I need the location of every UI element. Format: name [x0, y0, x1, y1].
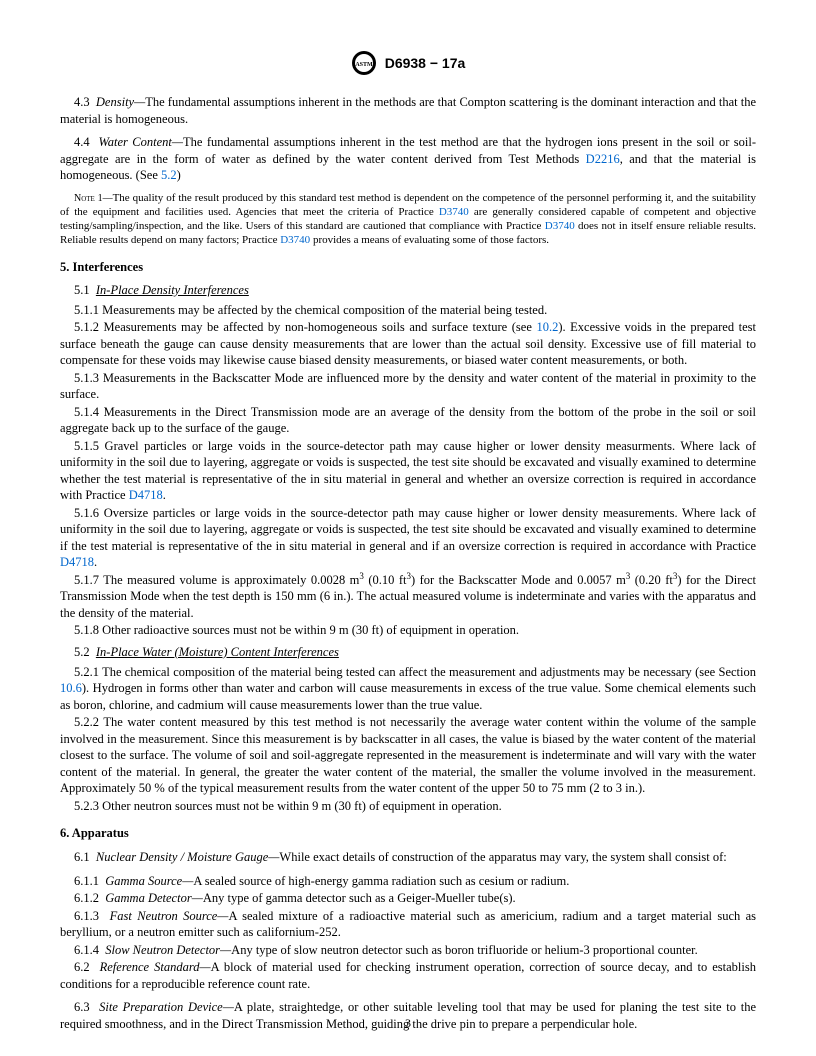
- section-title: Nuclear Density / Moisture Gauge—: [96, 850, 280, 864]
- para-6-1-2: 6.1.2 Gamma Detector—Any type of gamma d…: [60, 890, 756, 907]
- note-text: provides a means of evaluating some of t…: [310, 234, 549, 246]
- section-number: 6.1.4: [74, 943, 99, 957]
- section-number: 4.3: [74, 95, 90, 109]
- section-6-heading: 6. Apparatus: [60, 826, 756, 841]
- para-text: The fundamental assumptions inherent in …: [60, 95, 756, 126]
- section-number: 6.3: [74, 1000, 90, 1014]
- section-title: Water Content—: [98, 135, 183, 149]
- section-number: 6.1.2: [74, 891, 99, 905]
- link-d3740[interactable]: D3740: [280, 234, 310, 246]
- para-5-1-7: 5.1.7 The measured volume is approximate…: [60, 572, 756, 622]
- para-6-1-4: 6.1.4 Slow Neutron Detector—Any type of …: [60, 942, 756, 959]
- link-d3740[interactable]: D3740: [439, 206, 469, 218]
- para-text: ) for the Backscatter Mode and 0.0057 m: [411, 573, 626, 587]
- link-d2216[interactable]: D2216: [586, 152, 620, 166]
- para-5-2-1: 5.2.1 The chemical composition of the ma…: [60, 664, 756, 714]
- link-5-2[interactable]: 5.2: [161, 168, 177, 182]
- para-text: Any type of gamma detector such as a Gei…: [203, 891, 516, 905]
- subsection-title: In-Place Water (Moisture) Content Interf…: [96, 645, 339, 659]
- section-title: Gamma Source—: [105, 874, 193, 888]
- subsection-5-1: 5.1 In-Place Density Interferences: [60, 283, 756, 298]
- section-title: Density—: [96, 95, 145, 109]
- para-5-2-3: 5.2.3 Other neutron sources must not be …: [60, 798, 756, 815]
- subsection-title: In-Place Density Interferences: [96, 283, 249, 297]
- para-6-1-3: 6.1.3 Fast Neutron Source—A sealed mixtu…: [60, 908, 756, 941]
- section-number: 6.1: [74, 850, 90, 864]
- para-text: .: [94, 555, 97, 569]
- para-text: 5.1.6 Oversize particles or large voids …: [60, 506, 756, 553]
- para-4-4: 4.4 Water Content—The fundamental assump…: [60, 134, 756, 184]
- para-5-1-3: 5.1.3 Measurements in the Backscatter Mo…: [60, 370, 756, 403]
- para-5-1-2: 5.1.2 Measurements may be affected by no…: [60, 319, 756, 369]
- para-text: (0.20 ft: [630, 573, 673, 587]
- para-5-1-8: 5.1.8 Other radioactive sources must not…: [60, 622, 756, 639]
- para-5-1-1: 5.1.1 Measurements may be affected by th…: [60, 302, 756, 319]
- note-label: Note 1—: [74, 193, 113, 204]
- svg-text:ASTM: ASTM: [355, 62, 373, 68]
- para-text: A sealed source of high-energy gamma rad…: [193, 874, 569, 888]
- para-5-2-2: 5.2.2 The water content measured by this…: [60, 714, 756, 797]
- link-d4718[interactable]: D4718: [60, 555, 94, 569]
- para-text: (0.10 ft: [364, 573, 407, 587]
- astm-logo: ASTM: [351, 50, 377, 76]
- para-6-1: 6.1 Nuclear Density / Moisture Gauge—Whi…: [60, 849, 756, 866]
- section-title: Fast Neutron Source—: [110, 909, 229, 923]
- document-id: D6938 − 17a: [385, 55, 466, 71]
- section-number: 4.4: [74, 135, 90, 149]
- page-number: 3: [0, 1016, 816, 1031]
- section-title: Site Preparation Device—: [99, 1000, 234, 1014]
- note-1: Note 1—The quality of the result produce…: [60, 191, 756, 248]
- link-d4718[interactable]: D4718: [129, 488, 163, 502]
- link-d3740[interactable]: D3740: [545, 220, 575, 232]
- para-text: ). Hydrogen in forms other than water an…: [60, 681, 756, 712]
- subsection-5-2: 5.2 In-Place Water (Moisture) Content In…: [60, 645, 756, 660]
- section-title: Reference Standard—: [100, 960, 211, 974]
- para-text: 5.2.1 The chemical composition of the ma…: [74, 665, 756, 679]
- para-5-1-4: 5.1.4 Measurements in the Direct Transmi…: [60, 404, 756, 437]
- document-header: ASTM D6938 − 17a: [60, 50, 756, 76]
- para-text: .: [163, 488, 166, 502]
- section-5-heading: 5. Interferences: [60, 260, 756, 275]
- para-6-2: 6.2 Reference Standard—A block of materi…: [60, 959, 756, 992]
- para-6-1-1: 6.1.1 Gamma Source—A sealed source of hi…: [60, 873, 756, 890]
- para-text: ): [177, 168, 181, 182]
- para-text: While exact details of construction of t…: [279, 850, 726, 864]
- section-number: 6.2: [74, 960, 90, 974]
- para-5-1-6: 5.1.6 Oversize particles or large voids …: [60, 505, 756, 571]
- para-text: 5.1.2 Measurements may be affected by no…: [74, 320, 536, 334]
- link-10-2[interactable]: 10.2: [536, 320, 558, 334]
- link-10-6[interactable]: 10.6: [60, 681, 82, 695]
- para-4-3: 4.3 Density—The fundamental assumptions …: [60, 94, 756, 127]
- section-title: Gamma Detector—: [105, 891, 203, 905]
- section-number: 6.1.1: [74, 874, 99, 888]
- para-5-1-5: 5.1.5 Gravel particles or large voids in…: [60, 438, 756, 504]
- para-text: Any type of slow neutron detector such a…: [231, 943, 698, 957]
- section-number: 6.1.3: [74, 909, 99, 923]
- para-text: 5.1.7 The measured volume is approximate…: [74, 573, 359, 587]
- section-title: Slow Neutron Detector—: [105, 943, 231, 957]
